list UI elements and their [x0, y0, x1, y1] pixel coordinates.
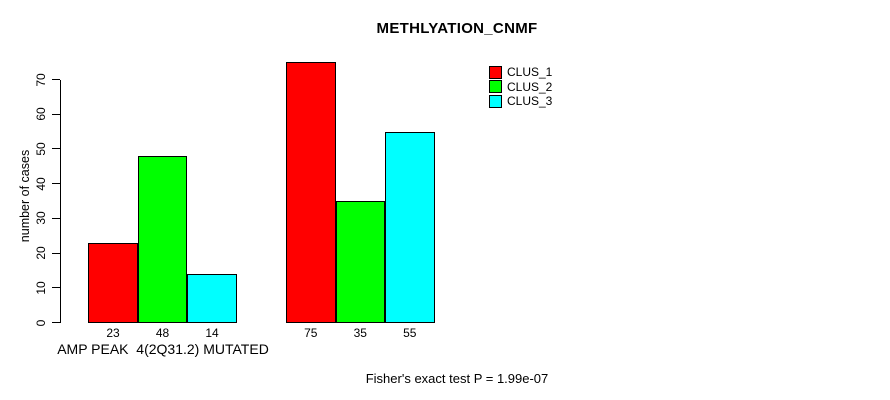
x-category-label: AMP PEAK 4(2Q31.2) MUTATED	[57, 341, 269, 357]
legend-item-CLUS_2: CLUS_2	[489, 80, 552, 95]
y-axis-tick-label: 70	[34, 72, 48, 87]
y-axis-tick-label: 20	[34, 246, 48, 260]
bar-value-label: 23	[106, 326, 120, 340]
legend-color-swatch-icon	[489, 94, 502, 108]
y-axis-tick	[52, 252, 60, 254]
bar-value-label: 14	[205, 326, 219, 340]
y-axis-tick	[52, 322, 60, 323]
bar-CLUS_3-group1	[187, 273, 237, 323]
y-axis-tick-label: 60	[34, 107, 48, 121]
bar-CLUS_1-group2	[286, 62, 336, 323]
y-axis-tick-label: 40	[34, 176, 48, 191]
legend-color-swatch-icon	[489, 80, 502, 94]
y-axis-tick-label: 50	[34, 142, 48, 156]
y-axis-tick	[52, 148, 60, 150]
bar-value-label: 48	[155, 326, 170, 340]
bar-value-label: 35	[353, 326, 367, 340]
legend-label: CLUS_3	[507, 94, 553, 109]
legend-label: CLUS_2	[507, 79, 553, 94]
legend-color-swatch-icon	[489, 65, 502, 79]
legend: CLUS_1 CLUS_2 CLUS_3	[489, 65, 552, 109]
bar-CLUS_2-group2	[335, 201, 385, 323]
fisher-test-annotation: Fisher's exact test P = 1.99e-07	[365, 371, 549, 386]
bar-CLUS_1-group1	[88, 242, 138, 323]
chart-title: METHLYATION_CNMF	[376, 20, 538, 37]
y-axis-tick-label: 10	[34, 281, 48, 295]
legend-item-CLUS_1: CLUS_1	[489, 65, 552, 80]
y-axis-tick	[52, 79, 60, 80]
y-axis-tick	[52, 217, 60, 219]
legend-label: CLUS_1	[507, 65, 553, 80]
y-axis-tick-label: 30	[34, 211, 48, 226]
legend-item-CLUS_3: CLUS_3	[489, 94, 552, 109]
y-axis-tick	[52, 113, 60, 115]
bar-CLUS_3-group2	[385, 131, 435, 323]
y-axis-line	[60, 79, 61, 323]
y-axis-tick	[52, 287, 60, 289]
bar-value-label: 75	[304, 326, 318, 340]
y-axis-tick	[52, 183, 60, 185]
y-axis-tick-label: 0	[34, 319, 48, 326]
y-axis-label: number of cases	[17, 149, 32, 243]
bar-value-label: 55	[403, 326, 417, 340]
bar-CLUS_2-group1	[137, 155, 188, 323]
